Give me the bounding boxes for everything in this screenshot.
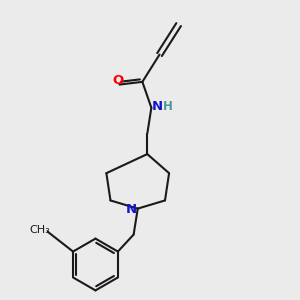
Text: H: H xyxy=(163,100,173,113)
Text: O: O xyxy=(112,74,124,87)
Text: N: N xyxy=(152,100,163,113)
Text: CH₃: CH₃ xyxy=(30,225,50,235)
Text: N: N xyxy=(126,203,137,216)
